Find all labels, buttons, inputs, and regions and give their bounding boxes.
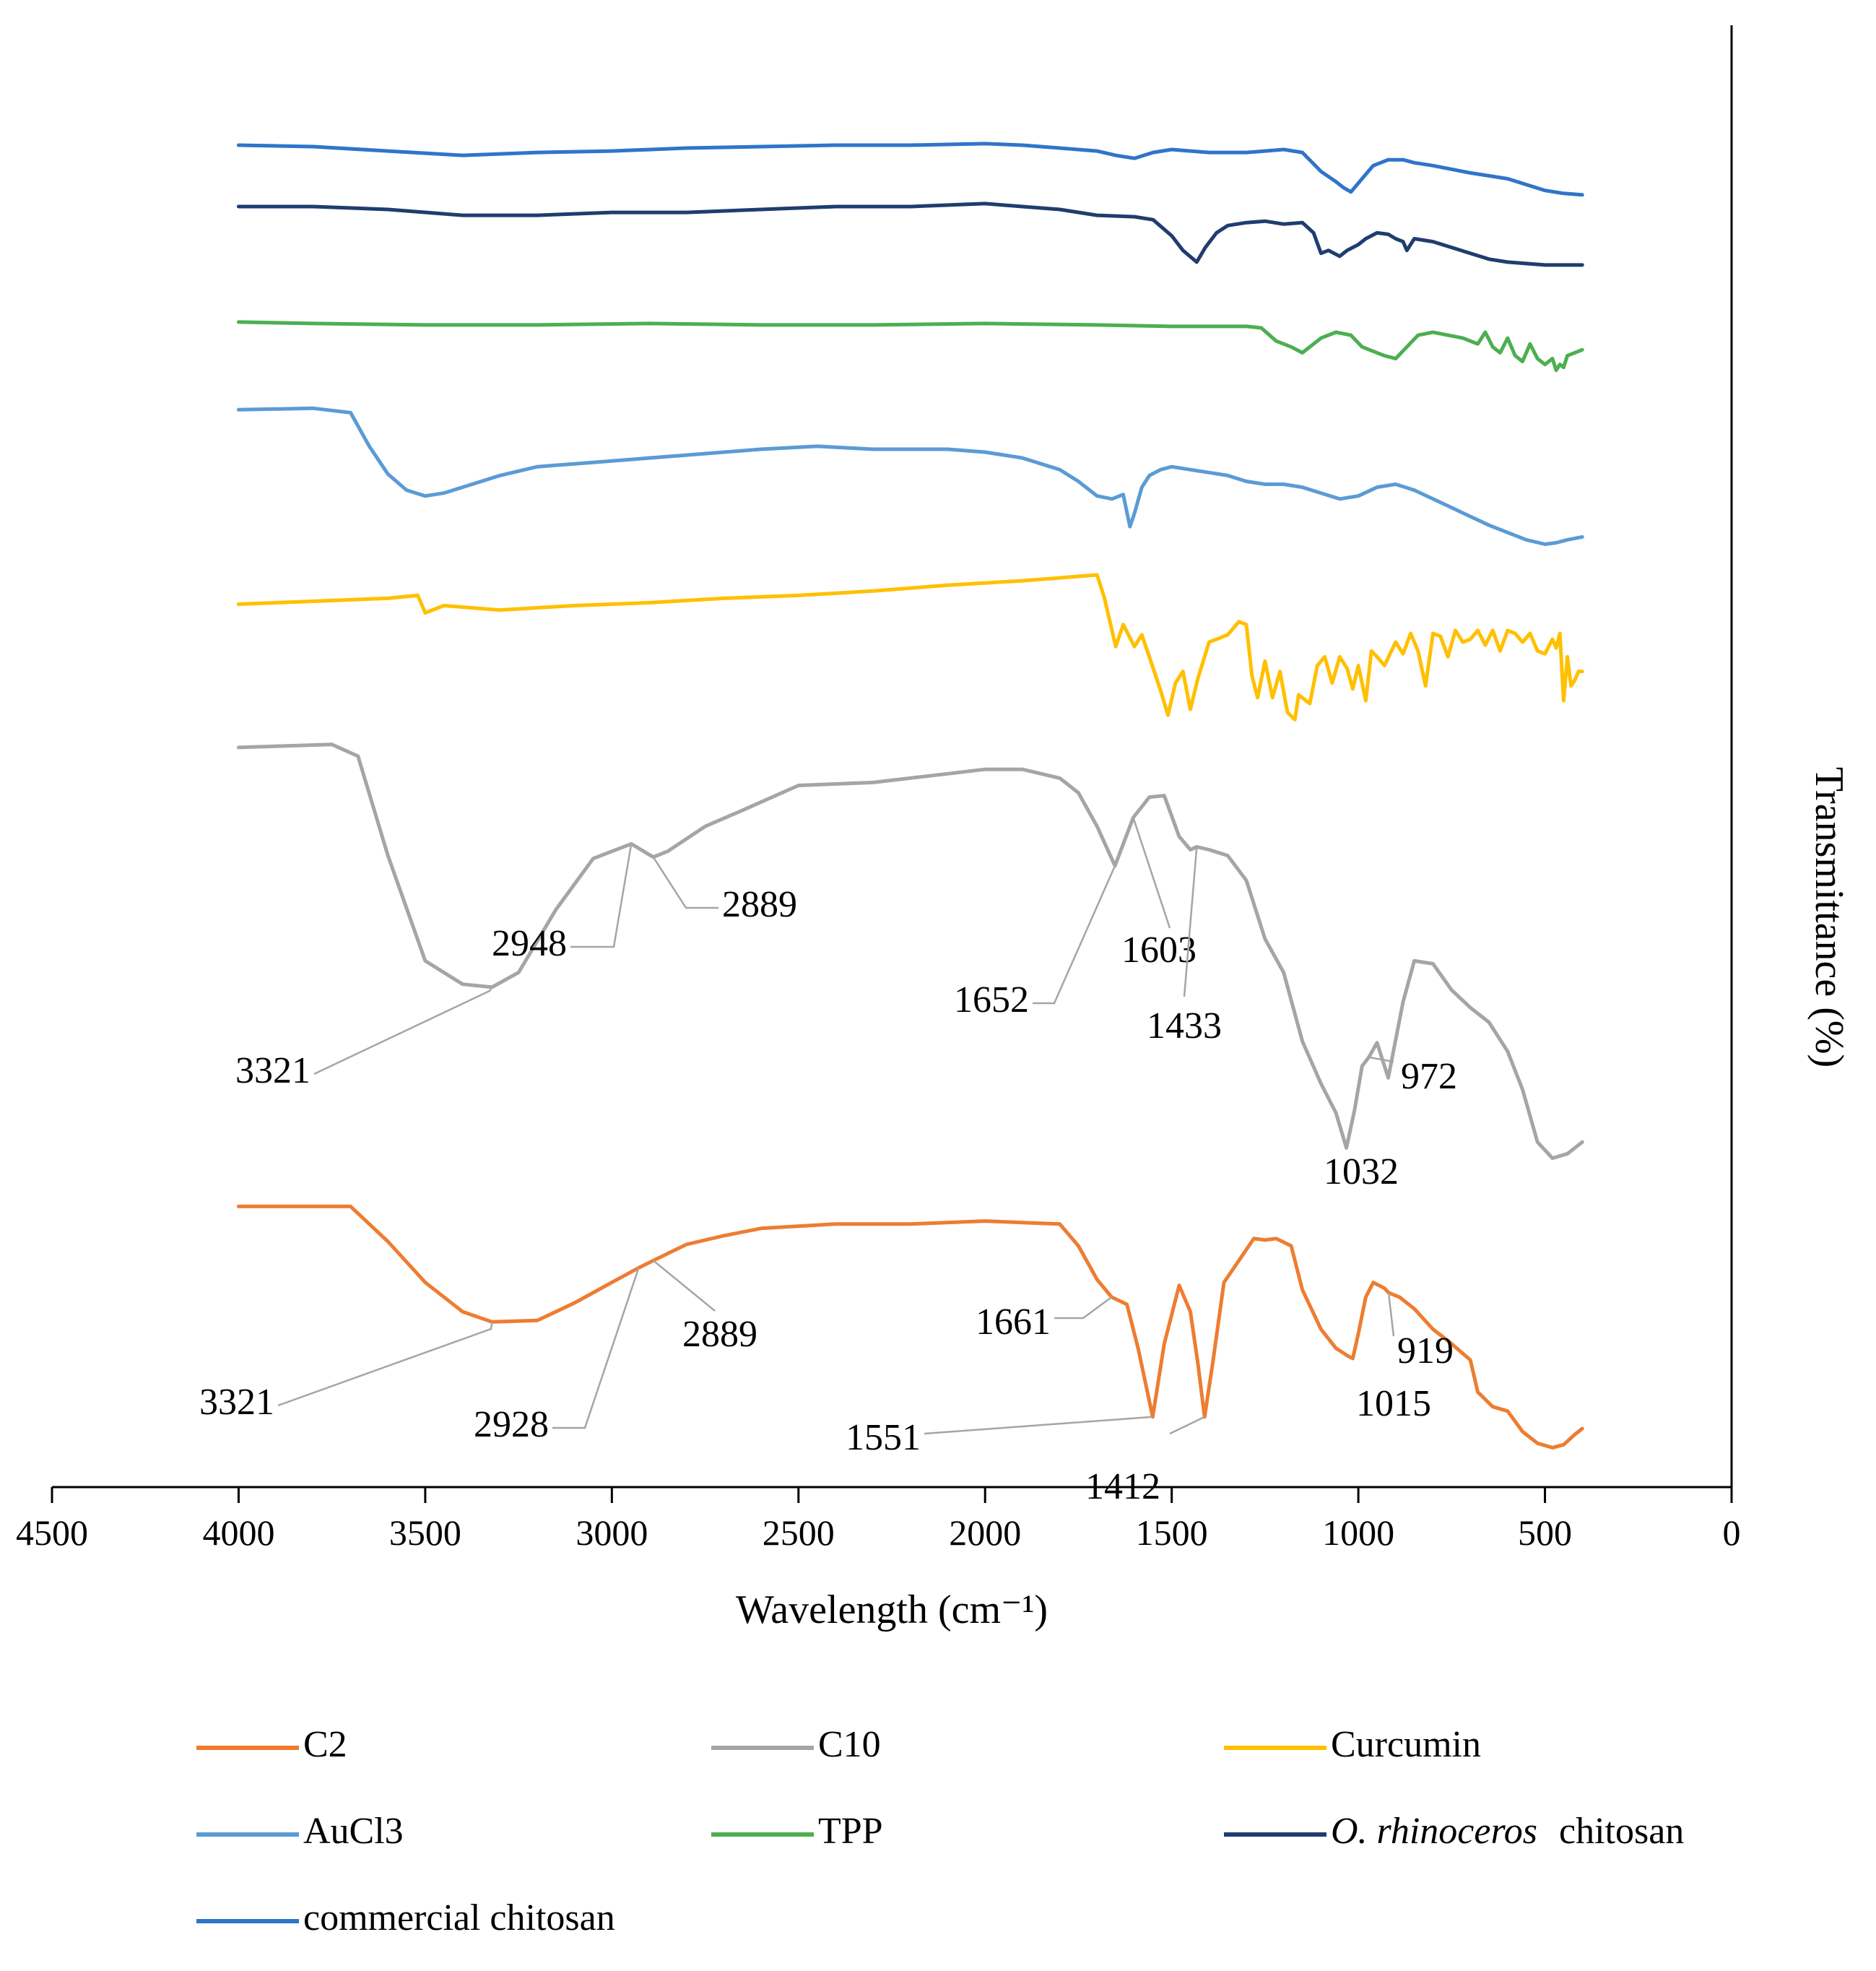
annotation-leader-c10-3321	[313, 987, 493, 1075]
x-tick-label-3500: 3500	[389, 1512, 461, 1553]
legend-label-c10: C10	[818, 1724, 881, 1765]
annotation-label-c2-2889: 2889	[682, 1314, 757, 1355]
x-tick-label-2500: 2500	[763, 1512, 835, 1553]
annotation-leader-c10-972	[1368, 1056, 1394, 1063]
legend-label-curcumin: Curcumin	[1331, 1724, 1481, 1765]
annotation-leader-c10-1652	[1033, 865, 1116, 1005]
x-tick-label-1500: 1500	[1136, 1512, 1208, 1553]
annotation-label-c10-1603: 1603	[1121, 930, 1197, 971]
legend-label-c2: C2	[303, 1724, 347, 1765]
annotation-label-c2-3321: 3321	[199, 1382, 274, 1423]
annotation-leader-c10-1603	[1132, 817, 1171, 929]
annotation-leader-c2-2889	[652, 1260, 716, 1312]
peak-annotations: 3321 2948 2889 1652 1603 1433 972 1032 3321 2928 2…	[199, 817, 1457, 1507]
annotation-leader-c2-2928	[552, 1268, 640, 1429]
legend: C2 C10 Curcumin AuCl3 TPP O. rhinoceros chitos…	[196, 1724, 1684, 1938]
annotation-leader-c10-1433	[1183, 846, 1198, 997]
legend-label-commercial-chitosan: commercial chitosan	[303, 1897, 615, 1938]
annotation-label-c10-1433: 1433	[1147, 1005, 1222, 1047]
series-line-aucl3	[236, 406, 1584, 546]
x-axis-title: Wavelength (cm⁻¹)	[736, 1587, 1048, 1632]
series-line-commercial-chitosan	[236, 142, 1584, 197]
annotation-label-c2-1661: 1661	[976, 1301, 1051, 1343]
annotation-label-c10-3321: 3321	[235, 1050, 311, 1091]
annotation-leader-c2-1412	[1169, 1416, 1205, 1435]
annotation-leader-c2-1551	[924, 1416, 1153, 1435]
axes	[52, 25, 1733, 1489]
x-tick-label-1000: 1000	[1322, 1512, 1394, 1553]
series-line-c10	[236, 742, 1584, 1161]
series-line-tpp	[236, 320, 1584, 373]
annotation-label-c10-1652: 1652	[954, 979, 1029, 1021]
x-tick-label-2000: 2000	[949, 1512, 1021, 1553]
annotation-leader-c2-919	[1387, 1292, 1395, 1337]
x-tick-label-4000: 4000	[202, 1512, 274, 1553]
annotation-leader-c10-2889	[652, 857, 718, 909]
annotation-label-c2-1015: 1015	[1356, 1383, 1431, 1424]
legend-label-aucl3: AuCl3	[303, 1811, 404, 1852]
annotation-leader-c2-1661	[1054, 1296, 1113, 1320]
legend-label-o-rhinoceros-chitosan: O. rhinoceros chitosan	[1331, 1811, 1684, 1852]
x-tick-label-3000: 3000	[576, 1512, 648, 1553]
annotation-label-c2-919: 919	[1397, 1330, 1454, 1372]
annotation-label-c2-2928: 2928	[474, 1404, 549, 1445]
y-axis-title: Transmittance (%)	[1807, 767, 1851, 1067]
annotation-label-c10-972: 972	[1401, 1056, 1457, 1097]
annotation-leader-c10-2948	[570, 844, 633, 948]
annotation-label-c2-1412: 1412	[1085, 1466, 1160, 1507]
x-tick-label-4500: 4500	[16, 1512, 88, 1553]
series-line-curcumin	[236, 573, 1584, 722]
annotation-label-c10-2948: 2948	[492, 923, 567, 964]
annotation-label-c2-1551: 1551	[846, 1417, 921, 1458]
x-tick-label-500: 500	[1518, 1512, 1572, 1553]
x-ticks: 4500 4000 3500 3000 2500 2000 1500 1000 500 0	[16, 1487, 1741, 1553]
legend-label-tpp: TPP	[818, 1811, 883, 1852]
annotation-label-c10-1032: 1032	[1324, 1151, 1399, 1192]
series-lines	[236, 142, 1584, 1450]
series-line-o-rhinoceros-chitosan	[236, 202, 1584, 267]
annotation-leader-c2-3321	[277, 1322, 493, 1407]
x-tick-label-0: 0	[1723, 1512, 1741, 1553]
annotation-label-c10-2889: 2889	[722, 884, 797, 925]
